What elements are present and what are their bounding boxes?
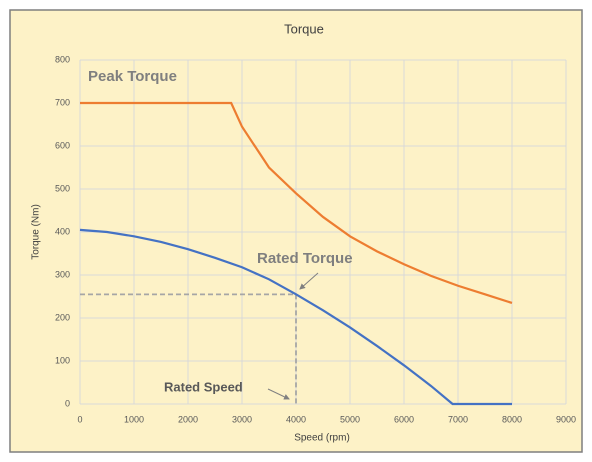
x-tick-label: 1000 — [124, 414, 144, 424]
x-tick-label: 6000 — [394, 414, 414, 424]
annotation: Rated Speed — [164, 379, 243, 394]
y-tick-label: 800 — [55, 54, 70, 64]
y-tick-label: 300 — [55, 269, 70, 279]
marks — [79, 101, 513, 406]
annotation: Rated Torque — [257, 250, 353, 267]
series-line — [80, 101, 513, 304]
y-tick-label: 200 — [55, 312, 70, 322]
chart-title: Torque — [284, 21, 324, 36]
y-tick-label: 100 — [55, 355, 70, 365]
y-tick-label: 700 — [55, 97, 70, 107]
x-tick-label: 3000 — [232, 414, 252, 424]
arrow — [267, 388, 290, 400]
x-tick-label: 0 — [77, 414, 82, 424]
annotation: Peak Torque — [88, 68, 177, 85]
x-tick-label: 7000 — [448, 414, 468, 424]
series-line — [79, 228, 512, 406]
y-tick-label: 400 — [55, 226, 70, 236]
x-tick-label: 5000 — [340, 414, 360, 424]
y-tick-label: 500 — [55, 183, 70, 193]
y-tick-label: 600 — [55, 140, 70, 150]
x-axis-title: Speed (rpm) — [294, 433, 350, 444]
x-tick-label: 4000 — [286, 414, 306, 424]
arrow — [299, 272, 319, 290]
x-tick-label: 8000 — [502, 414, 522, 424]
y-axis-title: Torque (Nm) — [31, 204, 42, 260]
x-tick-label: 9000 — [556, 414, 576, 424]
x-tick-label: 2000 — [178, 414, 198, 424]
y-tick-label: 0 — [65, 398, 70, 408]
